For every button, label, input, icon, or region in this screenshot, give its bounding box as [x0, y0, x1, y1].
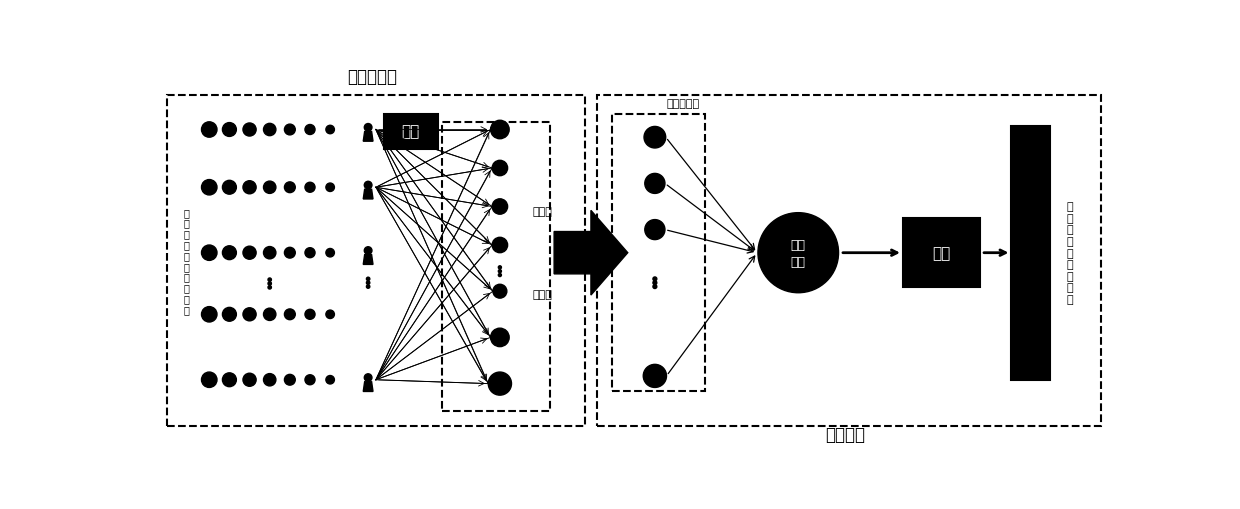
Text: 合并
数据: 合并 数据 — [791, 238, 806, 268]
Circle shape — [268, 278, 272, 282]
Circle shape — [268, 286, 272, 290]
Circle shape — [491, 121, 510, 139]
Circle shape — [263, 247, 275, 260]
Text: 感
兴
趣
区
域
提
取
结
果: 感 兴 趣 区 域 提 取 结 果 — [1066, 202, 1073, 304]
Circle shape — [489, 372, 511, 395]
Circle shape — [243, 374, 257, 386]
Text: 聚类: 聚类 — [932, 246, 951, 261]
Circle shape — [653, 281, 657, 285]
Bar — [596, 96, 1101, 426]
Circle shape — [492, 285, 507, 299]
Circle shape — [201, 123, 217, 138]
Circle shape — [222, 123, 237, 137]
Circle shape — [653, 277, 657, 281]
Circle shape — [492, 161, 507, 176]
Circle shape — [498, 266, 501, 269]
Circle shape — [498, 270, 501, 273]
Circle shape — [644, 127, 666, 149]
Circle shape — [365, 374, 372, 382]
Circle shape — [326, 184, 335, 192]
Circle shape — [284, 375, 295, 385]
Circle shape — [243, 124, 257, 137]
Circle shape — [492, 238, 507, 253]
Circle shape — [222, 246, 237, 260]
Circle shape — [365, 247, 372, 255]
Circle shape — [326, 310, 335, 319]
Circle shape — [263, 124, 275, 136]
Circle shape — [653, 285, 657, 289]
Text: 类层面: 类层面 — [532, 290, 553, 300]
Circle shape — [201, 245, 217, 261]
Circle shape — [263, 374, 275, 386]
Polygon shape — [554, 211, 627, 295]
Polygon shape — [363, 132, 373, 142]
Circle shape — [367, 277, 370, 281]
Text: 聚类阶段: 聚类阶段 — [825, 425, 864, 443]
Circle shape — [498, 274, 501, 277]
Circle shape — [284, 183, 295, 193]
Circle shape — [491, 328, 510, 347]
Circle shape — [492, 200, 507, 215]
Circle shape — [243, 247, 257, 260]
Bar — [166, 96, 585, 426]
Text: 点层面: 点层面 — [532, 207, 553, 216]
Circle shape — [367, 286, 370, 289]
Circle shape — [201, 307, 217, 322]
Circle shape — [305, 248, 315, 258]
Circle shape — [645, 174, 665, 194]
Text: 预聚类阶段: 预聚类阶段 — [347, 68, 397, 86]
Text: 噪声检测: 噪声检测 — [567, 248, 593, 258]
Circle shape — [644, 364, 667, 388]
Text: 多
人
原
始
眼
动
轨
迹
数
据: 多 人 原 始 眼 动 轨 迹 数 据 — [184, 207, 188, 315]
Polygon shape — [363, 255, 373, 265]
Text: 预聚类结果: 预聚类结果 — [667, 98, 699, 108]
Bar — [383, 115, 438, 150]
Circle shape — [305, 375, 315, 385]
Circle shape — [367, 281, 370, 285]
Text: 聚类: 聚类 — [402, 124, 420, 139]
Circle shape — [268, 282, 272, 286]
Circle shape — [365, 124, 372, 132]
Circle shape — [201, 180, 217, 195]
Circle shape — [201, 372, 217, 388]
Circle shape — [284, 248, 295, 259]
Circle shape — [326, 126, 335, 134]
Circle shape — [243, 308, 257, 321]
Circle shape — [758, 213, 838, 293]
Circle shape — [305, 125, 315, 135]
Circle shape — [222, 308, 237, 322]
Circle shape — [326, 249, 335, 258]
Circle shape — [263, 308, 275, 321]
Circle shape — [326, 376, 335, 384]
Polygon shape — [363, 382, 373, 392]
Circle shape — [243, 181, 257, 194]
Polygon shape — [363, 190, 373, 200]
Bar — [613, 115, 706, 391]
Circle shape — [284, 125, 295, 135]
Circle shape — [222, 181, 237, 195]
Circle shape — [305, 183, 315, 193]
Circle shape — [365, 182, 372, 189]
Bar — [1012, 126, 1050, 380]
Bar — [903, 219, 981, 288]
Circle shape — [284, 309, 295, 320]
Circle shape — [222, 373, 237, 387]
Circle shape — [305, 309, 315, 320]
Bar — [441, 123, 551, 411]
Circle shape — [263, 182, 275, 194]
Circle shape — [645, 220, 665, 240]
